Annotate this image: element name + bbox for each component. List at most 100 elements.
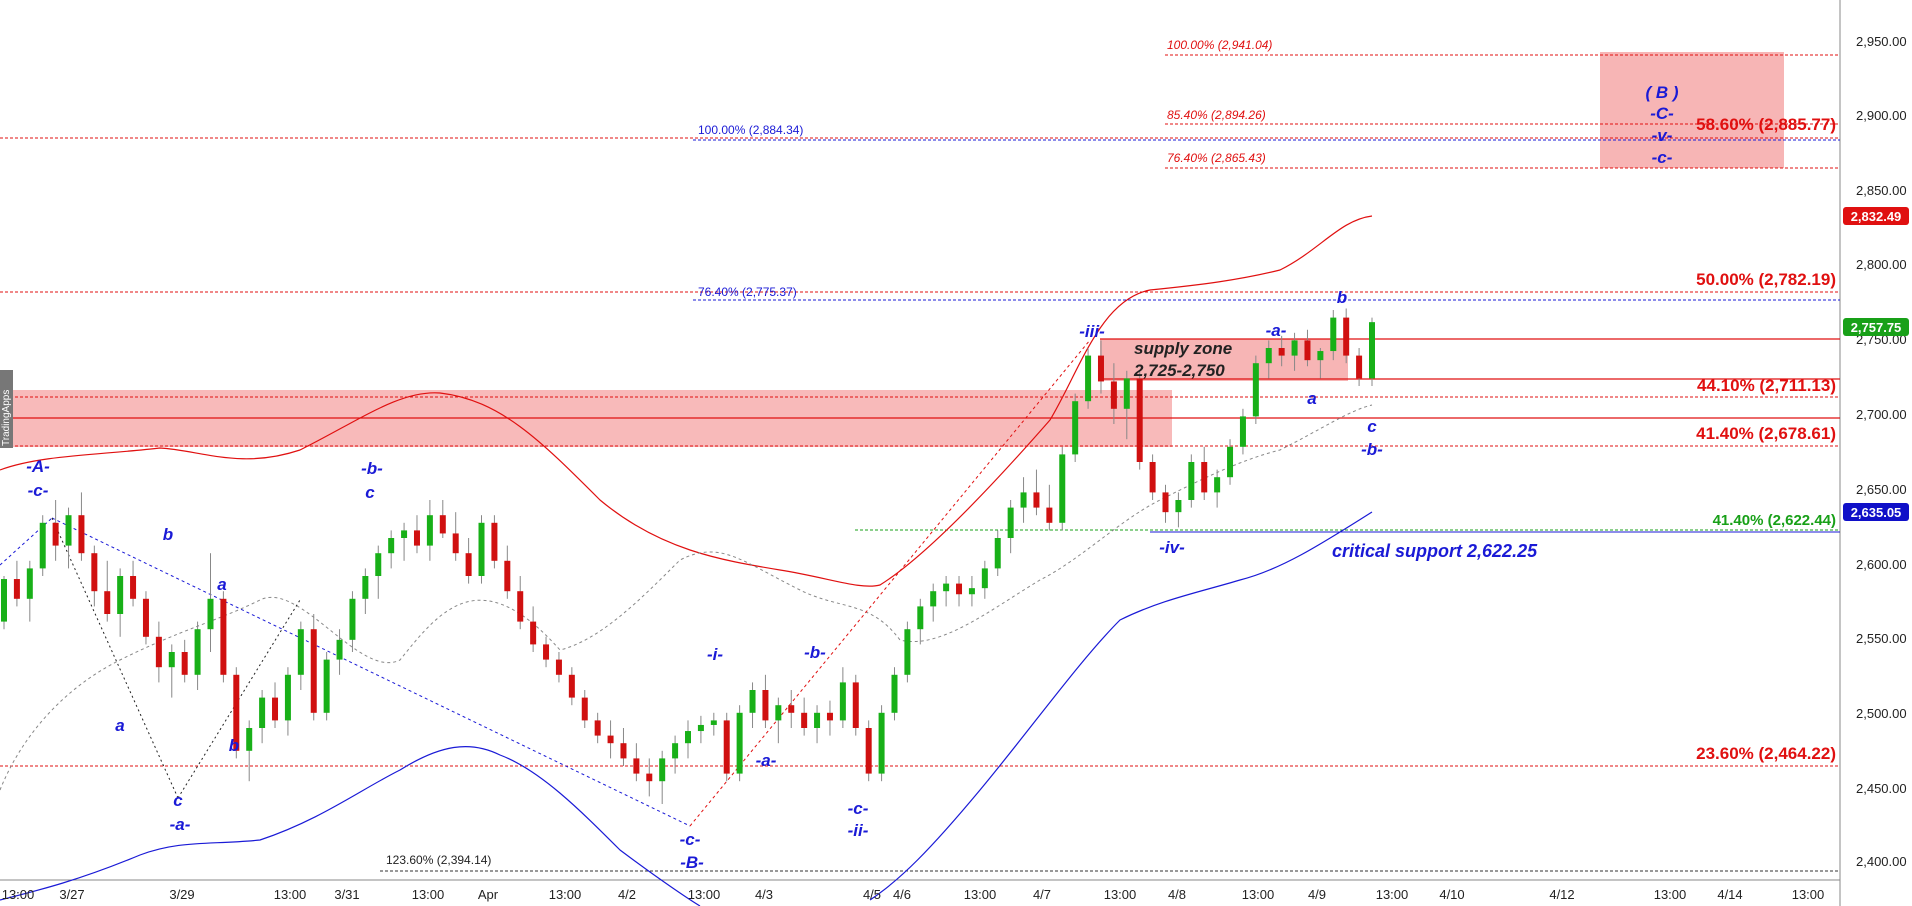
fib-label-854: 85.40% (2,894.26) bbox=[1167, 108, 1266, 122]
candle-down bbox=[1162, 492, 1169, 513]
wave-label: -C- bbox=[1650, 104, 1674, 123]
candle-up bbox=[891, 674, 898, 713]
candle-down bbox=[491, 522, 498, 561]
x-tick-label: 4/3 bbox=[755, 887, 773, 902]
candle-down bbox=[439, 515, 446, 534]
candle-down bbox=[155, 636, 162, 668]
wave-label: c bbox=[365, 483, 375, 502]
fib-label-414-green: 41.40% (2,622.44) bbox=[1713, 512, 1836, 529]
x-tick-label: 4/10 bbox=[1439, 887, 1464, 902]
candle-up bbox=[659, 758, 666, 782]
y-tick-label: 2,400.00 bbox=[1856, 854, 1907, 869]
candle-down bbox=[1046, 507, 1053, 523]
candle-up bbox=[775, 705, 782, 721]
fib-label-100-blue: 100.00% (2,884.34) bbox=[698, 123, 803, 137]
y-tick-label: 2,450.00 bbox=[1856, 781, 1907, 796]
trend-line-b bbox=[51, 517, 691, 827]
price-badge-lower-bg bbox=[1843, 503, 1909, 521]
candle-down bbox=[1110, 381, 1117, 409]
candle-down bbox=[581, 697, 588, 721]
candle-up bbox=[1227, 446, 1234, 478]
x-tick-label: Apr bbox=[478, 887, 499, 902]
candle-up bbox=[1059, 454, 1066, 523]
lower-band bbox=[0, 511, 1373, 906]
candle-up bbox=[814, 712, 821, 728]
candle-up bbox=[26, 568, 33, 599]
x-tick-label: 4/2 bbox=[618, 887, 636, 902]
wave-label: -a- bbox=[756, 751, 777, 770]
candle-up bbox=[65, 515, 72, 546]
y-tick-label: 2,900.00 bbox=[1856, 108, 1907, 123]
candle-down bbox=[646, 773, 653, 782]
candle-up bbox=[1085, 355, 1092, 402]
wave-label: ( B ) bbox=[1645, 83, 1678, 102]
price-badge-last: 2,757.75 bbox=[1851, 320, 1902, 335]
candle-up bbox=[1214, 477, 1221, 493]
candle-down bbox=[594, 720, 601, 736]
candle-down bbox=[1356, 355, 1363, 379]
x-tick-label: 13:00 bbox=[964, 887, 997, 902]
fib-label-100-red: 100.00% (2,941.04) bbox=[1167, 38, 1272, 52]
wave-labels: -A- -c- b a c -a- b a -b- c -i- -a- -c- … bbox=[26, 83, 1679, 872]
candle-up bbox=[685, 731, 691, 744]
x-tick-label: 4/8 bbox=[1168, 887, 1186, 902]
wave-label: b bbox=[229, 736, 239, 755]
x-axis: 13:00 3/27 3/29 13:00 3/31 13:00 Apr 13:… bbox=[2, 887, 1825, 902]
x-tick-label: 4/12 bbox=[1549, 887, 1574, 902]
wave-label: -v- bbox=[1652, 126, 1673, 145]
side-tab-label: TradingApps bbox=[1, 390, 12, 446]
candle-up bbox=[749, 690, 756, 713]
candle-down bbox=[517, 591, 524, 622]
y-tick-label: 2,650.00 bbox=[1856, 482, 1907, 497]
candle-up bbox=[1330, 317, 1337, 352]
candle-down bbox=[1278, 348, 1285, 356]
x-tick-label: 3/29 bbox=[169, 887, 194, 902]
y-tick-label: 2,700.00 bbox=[1856, 407, 1907, 422]
candle-up bbox=[1020, 492, 1027, 508]
candles-layer bbox=[1, 308, 1375, 804]
wave-label: b bbox=[1337, 288, 1347, 307]
candle-up bbox=[736, 712, 743, 774]
candle-down bbox=[78, 515, 85, 554]
y-axis: 2,950.00 2,900.00 2,850.00 2,800.00 2,75… bbox=[1856, 34, 1907, 869]
candle-up bbox=[336, 639, 343, 660]
candle-down bbox=[13, 579, 20, 599]
x-tick-label: 4/7 bbox=[1033, 887, 1051, 902]
candle-down bbox=[1304, 340, 1311, 361]
candle-down bbox=[1136, 378, 1143, 462]
fib-label-236: 23.60% (2,464.22) bbox=[1696, 744, 1836, 763]
candle-up bbox=[904, 629, 911, 675]
candle-down bbox=[104, 591, 111, 614]
candle-up bbox=[168, 652, 175, 668]
target-zone bbox=[1600, 52, 1784, 168]
candle-down bbox=[413, 530, 420, 546]
candle-up bbox=[1265, 348, 1272, 364]
fib-label-764-red: 76.40% (2,865.43) bbox=[1167, 151, 1266, 165]
candle-down bbox=[633, 758, 640, 774]
wave-label: a bbox=[217, 575, 226, 594]
candle-up bbox=[917, 606, 924, 630]
x-tick-label: 13:00 bbox=[1104, 887, 1137, 902]
candle-down bbox=[788, 705, 795, 713]
candle-down bbox=[555, 659, 562, 675]
candle-up bbox=[478, 522, 485, 576]
candle-up bbox=[672, 743, 679, 759]
fib-label-50: 50.00% (2,782.19) bbox=[1696, 270, 1836, 289]
candle-down bbox=[530, 621, 537, 645]
x-tick-label: 4/6 bbox=[893, 887, 911, 902]
wave-label: b bbox=[163, 525, 173, 544]
trend-line-c bbox=[51, 517, 179, 799]
side-tab-bg bbox=[0, 370, 13, 448]
candle-down bbox=[826, 712, 833, 721]
candle-up bbox=[878, 712, 885, 774]
x-tick-label: 3/31 bbox=[334, 887, 359, 902]
candle-up bbox=[194, 629, 201, 675]
candle-down bbox=[801, 712, 808, 728]
x-tick-label: 13:00 bbox=[688, 887, 721, 902]
x-tick-label: 13:00 bbox=[2, 887, 35, 902]
price-badge-lower: 2,635.05 bbox=[1851, 505, 1902, 520]
wave-label: a bbox=[1307, 389, 1316, 408]
candle-down bbox=[956, 583, 963, 595]
wave-label: -b- bbox=[1361, 440, 1383, 459]
